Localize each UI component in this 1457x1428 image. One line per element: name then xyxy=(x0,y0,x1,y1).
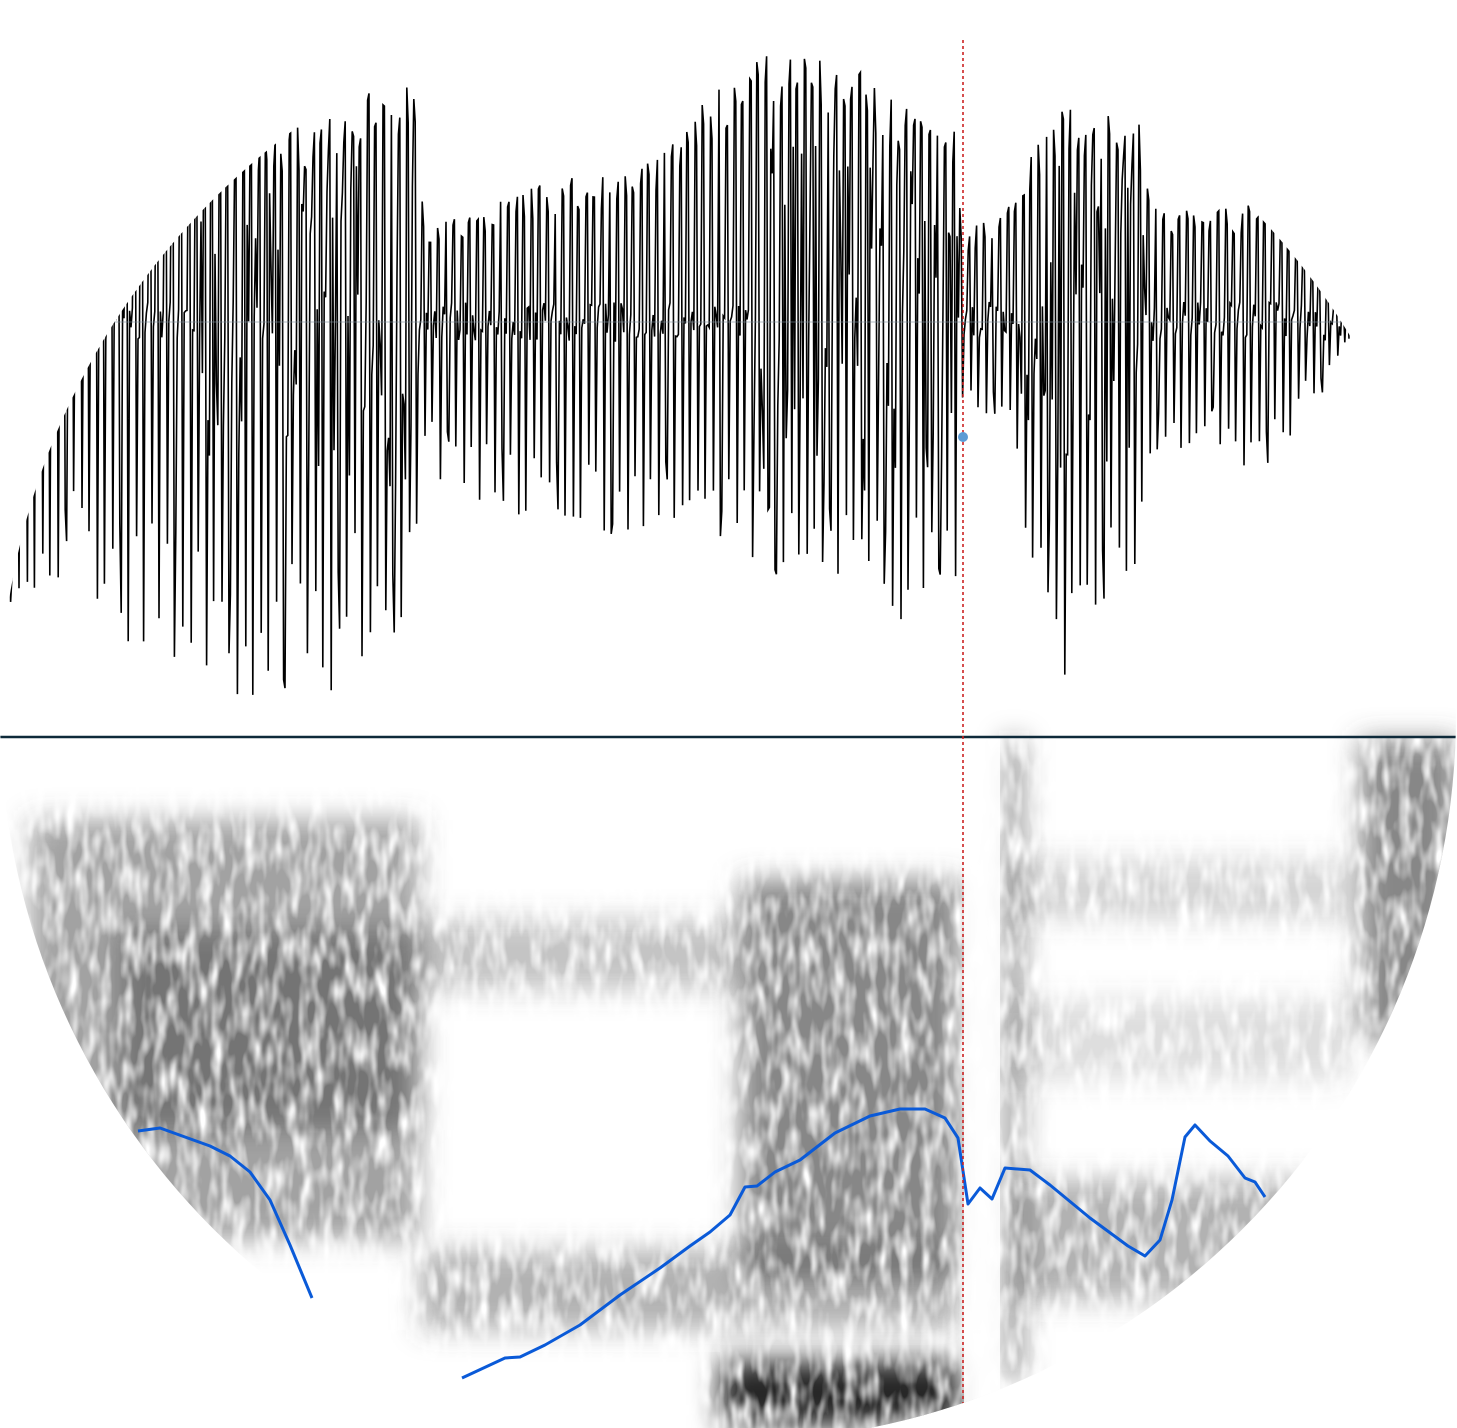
clipped-content xyxy=(0,40,1456,1428)
spectrogram-texture xyxy=(0,737,1456,1428)
spectrogram xyxy=(0,737,1456,1428)
cursor-point xyxy=(958,432,968,442)
silence-gap xyxy=(964,737,1000,1428)
pitch-contour xyxy=(461,1107,1267,1380)
waveform xyxy=(4,56,1350,695)
pitch-contour xyxy=(137,1126,314,1299)
